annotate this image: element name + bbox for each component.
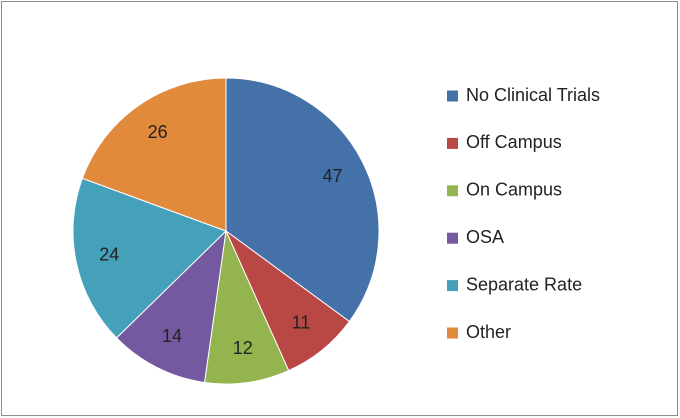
legend-label: Off Campus [466,132,562,152]
legend-swatch [447,185,458,197]
legend-swatch [447,137,458,149]
data-label: 26 [148,122,168,142]
legend-swatch [447,90,458,102]
legend-label: Other [466,322,511,342]
pie-slice [203,229,290,385]
data-label: 14 [162,326,182,346]
data-label: 47 [322,166,342,186]
legend-label: On Campus [466,180,562,200]
data-label: 12 [233,338,253,358]
pie-slice [115,229,227,384]
pie-slice [225,77,380,323]
pie-slice [72,177,227,339]
legend-label: No Clinical Trials [466,85,600,105]
pie-slice [81,77,227,232]
legend-swatch [447,327,458,339]
legend-swatch [447,280,458,292]
legend-swatch [447,232,458,244]
data-label: 11 [292,313,311,333]
legend-label: Separate Rate [466,274,582,294]
data-label: 24 [99,245,119,265]
legend-label: OSA [466,227,504,247]
